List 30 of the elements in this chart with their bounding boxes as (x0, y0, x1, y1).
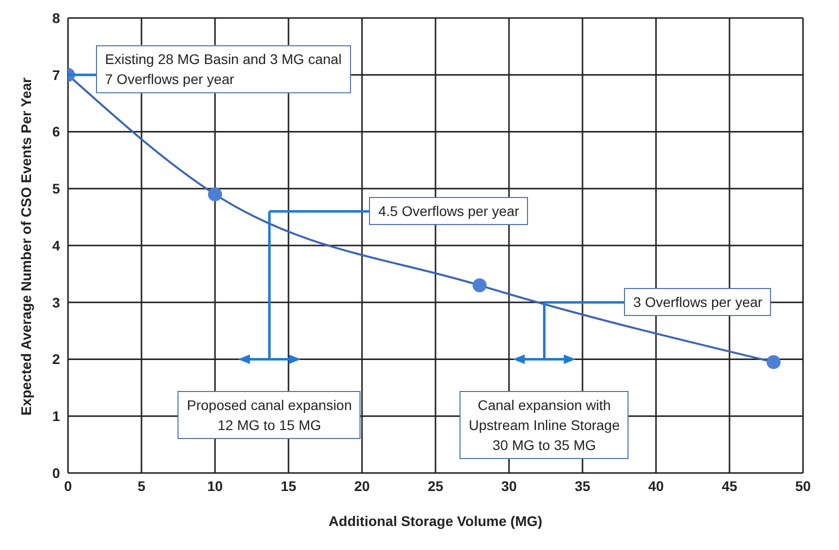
x-tick-label: 15 (280, 478, 296, 494)
y-tick-label: 7 (52, 66, 60, 83)
x-tick-label: 0 (64, 478, 72, 494)
annotation: Proposed canal expansion 12 MG to 15 MG (186, 396, 352, 436)
y-tick-label: 0 (52, 464, 60, 481)
annotation: 4.5 Overflows per year (378, 202, 520, 222)
y-axis-title: Expected Average Number of CSO Events Per Year (18, 76, 34, 416)
x-tick-label: 50 (795, 478, 811, 494)
y-tick-label: 3 (52, 294, 60, 310)
y-tick-label: 8 (52, 10, 60, 26)
x-tick-label: 25 (428, 478, 444, 494)
y-tick-label: 1 (52, 408, 60, 424)
annotation: Existing 28 MG Basin and 3 MG canal 7 Overflows per year (105, 50, 342, 90)
x-tick-label: 10 (207, 478, 223, 494)
point (766, 355, 781, 370)
annotation: 3 Overflows per year (633, 293, 762, 312)
x-tick-label: 20 (354, 478, 370, 494)
x-tick-label: 40 (648, 478, 664, 494)
x-tick-label: 35 (574, 478, 590, 494)
point (208, 187, 222, 202)
y-tick-label: 6 (52, 124, 60, 140)
y-tick-label: 4 (52, 237, 60, 254)
y-tick-label: 5 (52, 180, 60, 197)
x-tick-label: 5 (138, 478, 146, 494)
x-tick-label: 45 (722, 478, 738, 494)
x-tick-label: 30 (501, 478, 517, 494)
annotation: Canal expansion with Upstream Inline Storage 30 MG to 35 MG (468, 396, 620, 456)
point (472, 278, 487, 292)
y-tick-label: 2 (52, 351, 60, 368)
x-axis-title: Additional Storage Volume (MG) (328, 513, 542, 529)
